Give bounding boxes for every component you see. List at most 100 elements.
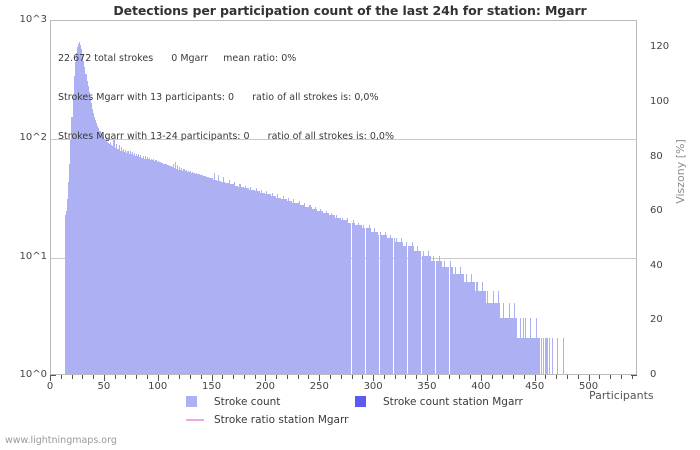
- histogram-bar: [68, 181, 70, 374]
- histogram-bar: [210, 178, 212, 374]
- histogram-bar: [412, 246, 414, 374]
- histogram-bar: [393, 238, 395, 374]
- histogram-bar: [124, 152, 126, 374]
- histogram-bar: [537, 338, 539, 374]
- histogram-bar: [339, 217, 341, 374]
- histogram-bar: [480, 291, 482, 374]
- histogram-bar: [94, 116, 96, 374]
- histogram-bars: [51, 21, 636, 374]
- histogram-bar: [343, 220, 346, 374]
- histogram-bar: [562, 338, 564, 374]
- histogram-bar: [247, 188, 249, 374]
- x-axis-tick: [157, 375, 159, 381]
- histogram-bar: [189, 170, 191, 374]
- histogram-bar: [84, 67, 86, 374]
- histogram-bar: [214, 179, 216, 374]
- histogram-bar: [206, 177, 208, 374]
- histogram-bar: [352, 220, 354, 374]
- histogram-bar: [159, 161, 161, 374]
- histogram-bar: [149, 157, 151, 374]
- x-axis-minor-tick: [566, 375, 568, 379]
- histogram-bar: [497, 291, 500, 374]
- histogram-bar: [270, 195, 272, 374]
- histogram-bar: [76, 47, 78, 374]
- x-axis-minor-tick: [286, 375, 288, 379]
- x-axis-minor-tick: [394, 375, 396, 379]
- x-axis-tick: [103, 375, 105, 381]
- histogram-bar: [131, 152, 133, 374]
- x-axis-minor-tick: [114, 375, 116, 379]
- histogram-bar: [98, 127, 100, 374]
- histogram-bar: [111, 145, 113, 374]
- histogram-bar: [152, 160, 154, 374]
- histogram-bar: [300, 204, 302, 374]
- histogram-bar: [385, 234, 388, 374]
- histogram-bar: [82, 54, 84, 374]
- histogram-bar: [74, 62, 76, 374]
- histogram-bar: [404, 246, 406, 374]
- histogram-bar: [244, 185, 246, 374]
- histogram-bar: [399, 242, 402, 374]
- histogram-bar: [327, 212, 329, 374]
- histogram-bar: [293, 199, 295, 374]
- histogram-bar: [468, 281, 470, 374]
- histogram-bar: [107, 141, 109, 374]
- histogram-bar: [192, 171, 194, 374]
- histogram-bar: [406, 242, 408, 374]
- histogram-bar: [374, 228, 376, 374]
- histogram-bar: [429, 255, 431, 374]
- x-axis-minor-tick: [448, 375, 450, 379]
- histogram-bar: [409, 246, 411, 374]
- x-axis-minor-tick: [71, 375, 73, 379]
- histogram-bar: [97, 125, 99, 374]
- histogram-bar: [317, 210, 319, 374]
- histogram-bar: [467, 281, 469, 374]
- histogram-bar: [529, 338, 531, 374]
- histogram-bar: [158, 161, 160, 374]
- histogram-bar: [452, 274, 454, 374]
- x-axis-tick-label: 450: [525, 381, 545, 392]
- x-axis-tick: [588, 375, 590, 381]
- x-axis-tick-label: 500: [578, 381, 599, 392]
- histogram-bar: [262, 192, 264, 374]
- histogram-bar: [234, 181, 236, 374]
- histogram-bar: [424, 255, 426, 374]
- histogram-bar: [71, 116, 73, 374]
- histogram-bar: [487, 291, 489, 374]
- histogram-bar: [332, 215, 334, 374]
- histogram-bar: [425, 255, 427, 374]
- histogram-bar: [516, 317, 518, 374]
- histogram-bar: [196, 172, 198, 374]
- histogram-bar: [223, 177, 225, 374]
- histogram-bar: [527, 338, 529, 374]
- annotation-line-1: 22.672 total strokes 0 Mgarr mean ratio:…: [58, 53, 297, 64]
- histogram-bar: [88, 92, 90, 374]
- histogram-bar: [87, 86, 89, 374]
- histogram-bar: [213, 172, 215, 374]
- histogram-bar: [514, 302, 516, 374]
- histogram-bar: [388, 238, 390, 374]
- histogram-bar: [419, 250, 421, 374]
- histogram-bar: [161, 162, 163, 374]
- histogram-bar: [543, 338, 545, 374]
- x-axis-tick: [211, 375, 213, 381]
- x-axis-minor-tick: [577, 375, 579, 379]
- histogram-bar: [541, 338, 543, 374]
- histogram-bar: [398, 242, 400, 374]
- histogram-bar: [313, 208, 315, 374]
- x-axis-tick-label: 50: [97, 381, 111, 392]
- histogram-bar: [460, 267, 462, 374]
- histogram-bar: [278, 197, 280, 374]
- histogram-bar: [96, 123, 98, 374]
- histogram-bar: [75, 52, 77, 374]
- histogram-bar: [271, 192, 273, 374]
- histogram-bar: [257, 191, 259, 374]
- histogram-bar: [144, 156, 146, 374]
- histogram-bar: [296, 202, 298, 374]
- histogram-bar: [427, 250, 430, 374]
- x-axis-minor-tick: [254, 375, 256, 379]
- histogram-bar: [164, 163, 166, 374]
- histogram-bar: [118, 145, 120, 374]
- histogram-bar: [298, 200, 300, 374]
- histogram-bar: [168, 165, 170, 374]
